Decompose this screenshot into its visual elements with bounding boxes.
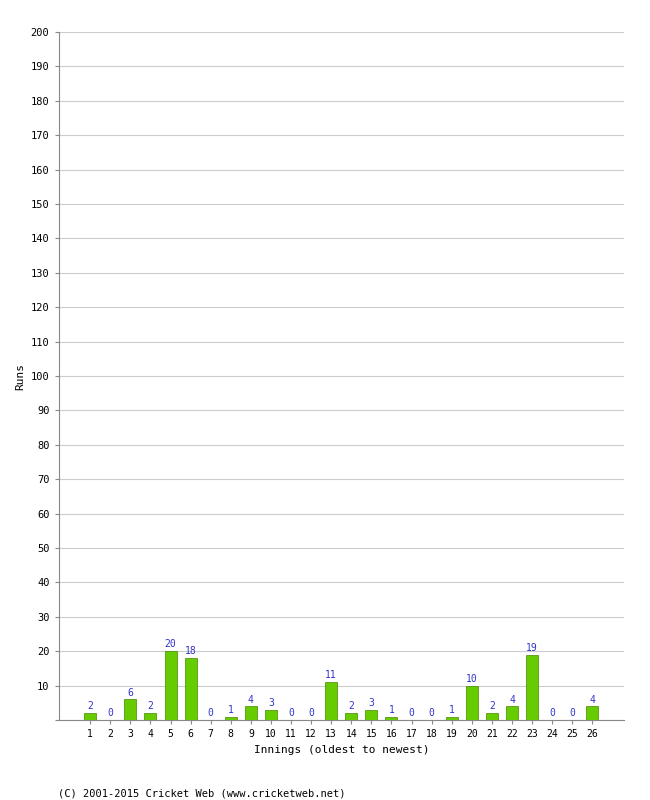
Text: 18: 18	[185, 646, 196, 656]
Text: 4: 4	[509, 694, 515, 705]
Text: 0: 0	[569, 708, 575, 718]
Bar	[84, 713, 96, 720]
Text: 0: 0	[308, 708, 314, 718]
Text: 1: 1	[389, 705, 395, 715]
Text: 0: 0	[288, 708, 294, 718]
Bar	[144, 713, 157, 720]
Text: 0: 0	[409, 708, 415, 718]
Text: 11: 11	[326, 670, 337, 681]
Bar	[185, 658, 197, 720]
Bar	[164, 651, 177, 720]
Bar	[586, 706, 598, 720]
Bar	[124, 699, 136, 720]
Text: 1: 1	[228, 705, 234, 715]
Text: 2: 2	[148, 702, 153, 711]
Text: 3: 3	[268, 698, 274, 708]
Text: 0: 0	[107, 708, 113, 718]
Bar	[506, 706, 518, 720]
Bar	[466, 686, 478, 720]
Text: 2: 2	[489, 702, 495, 711]
Bar	[345, 713, 358, 720]
Text: 2: 2	[87, 702, 93, 711]
Bar	[365, 710, 378, 720]
Text: 19: 19	[526, 643, 538, 653]
Text: 6: 6	[127, 688, 133, 698]
Text: 0: 0	[429, 708, 435, 718]
Bar	[225, 717, 237, 720]
Bar	[385, 717, 398, 720]
Bar	[526, 654, 538, 720]
Bar	[446, 717, 458, 720]
Text: 3: 3	[369, 698, 374, 708]
Text: 0: 0	[549, 708, 555, 718]
Text: 4: 4	[248, 694, 254, 705]
X-axis label: Innings (oldest to newest): Innings (oldest to newest)	[254, 745, 429, 754]
Text: 4: 4	[590, 694, 595, 705]
Text: 10: 10	[466, 674, 478, 684]
Text: 20: 20	[164, 639, 176, 650]
Bar	[486, 713, 498, 720]
Y-axis label: Runs: Runs	[15, 362, 25, 390]
Bar	[245, 706, 257, 720]
Text: 2: 2	[348, 702, 354, 711]
Text: 1: 1	[448, 705, 454, 715]
Bar	[325, 682, 337, 720]
Text: 0: 0	[208, 708, 214, 718]
Bar	[265, 710, 277, 720]
Text: (C) 2001-2015 Cricket Web (www.cricketweb.net): (C) 2001-2015 Cricket Web (www.cricketwe…	[58, 788, 346, 798]
